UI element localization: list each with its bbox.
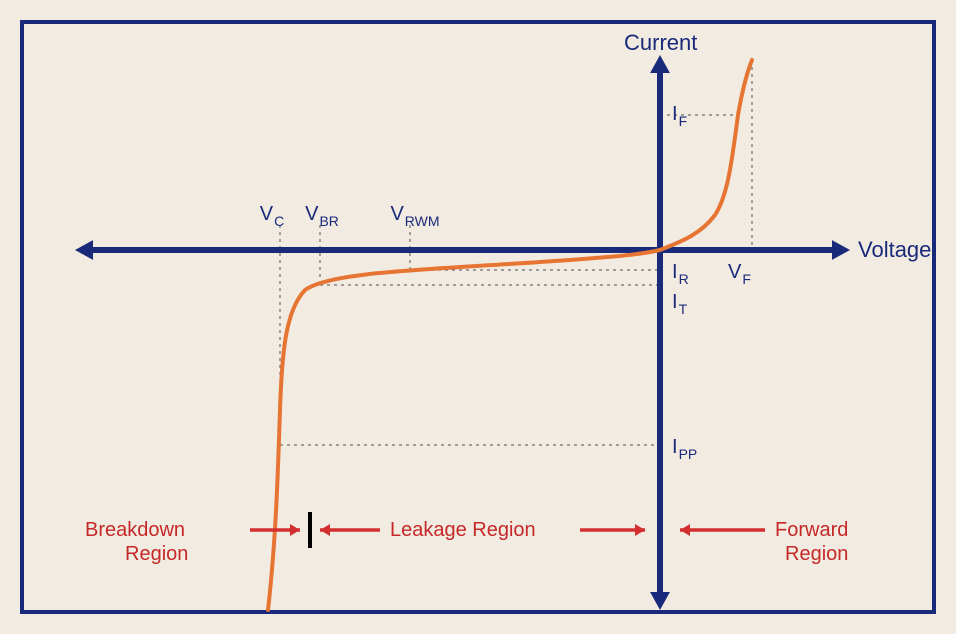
x-axis-arrow-right	[832, 240, 850, 260]
label-vc: VC	[260, 203, 284, 229]
x-axis-label: Voltage	[858, 237, 931, 262]
diagram-svg: VC VBR VRWM VF IF IR IT IPP Current Voltage Brea…	[20, 20, 936, 614]
label-if: IF	[672, 103, 687, 129]
region-labels: BreakdownRegion Leakage Region ForwardRegi…	[85, 512, 848, 565]
diagram-frame: VC VBR VRWM VF IF IR IT IPP Current Voltage Brea…	[0, 0, 956, 634]
region-label-leakage: Leakage Region	[390, 519, 536, 541]
axis-labels: Current Voltage	[624, 30, 931, 262]
region-label-breakdown: BreakdownRegion	[85, 519, 188, 565]
label-vrwm: VRWM	[390, 203, 439, 229]
y-axis-arrow-up	[650, 55, 670, 73]
region-arrow-leakage-1-head	[635, 524, 645, 536]
y-axis-arrow-down	[650, 592, 670, 610]
region-arrow-breakdown-0-head	[290, 524, 300, 536]
label-ir: IR	[672, 261, 689, 287]
label-ipp: IPP	[672, 436, 697, 462]
region-arrow-forward-0-head	[680, 524, 690, 536]
label-vf: VF	[728, 261, 751, 287]
label-it: IT	[672, 291, 688, 317]
tick-labels: VC VBR VRWM VF IF IR IT IPP	[260, 103, 751, 462]
label-vbr: VBR	[305, 203, 339, 229]
region-arrow-leakage-0-head	[320, 524, 330, 536]
y-axis-label: Current	[624, 30, 697, 55]
x-axis-arrow-left	[75, 240, 93, 260]
region-label-forward: ForwardRegion	[775, 519, 848, 565]
